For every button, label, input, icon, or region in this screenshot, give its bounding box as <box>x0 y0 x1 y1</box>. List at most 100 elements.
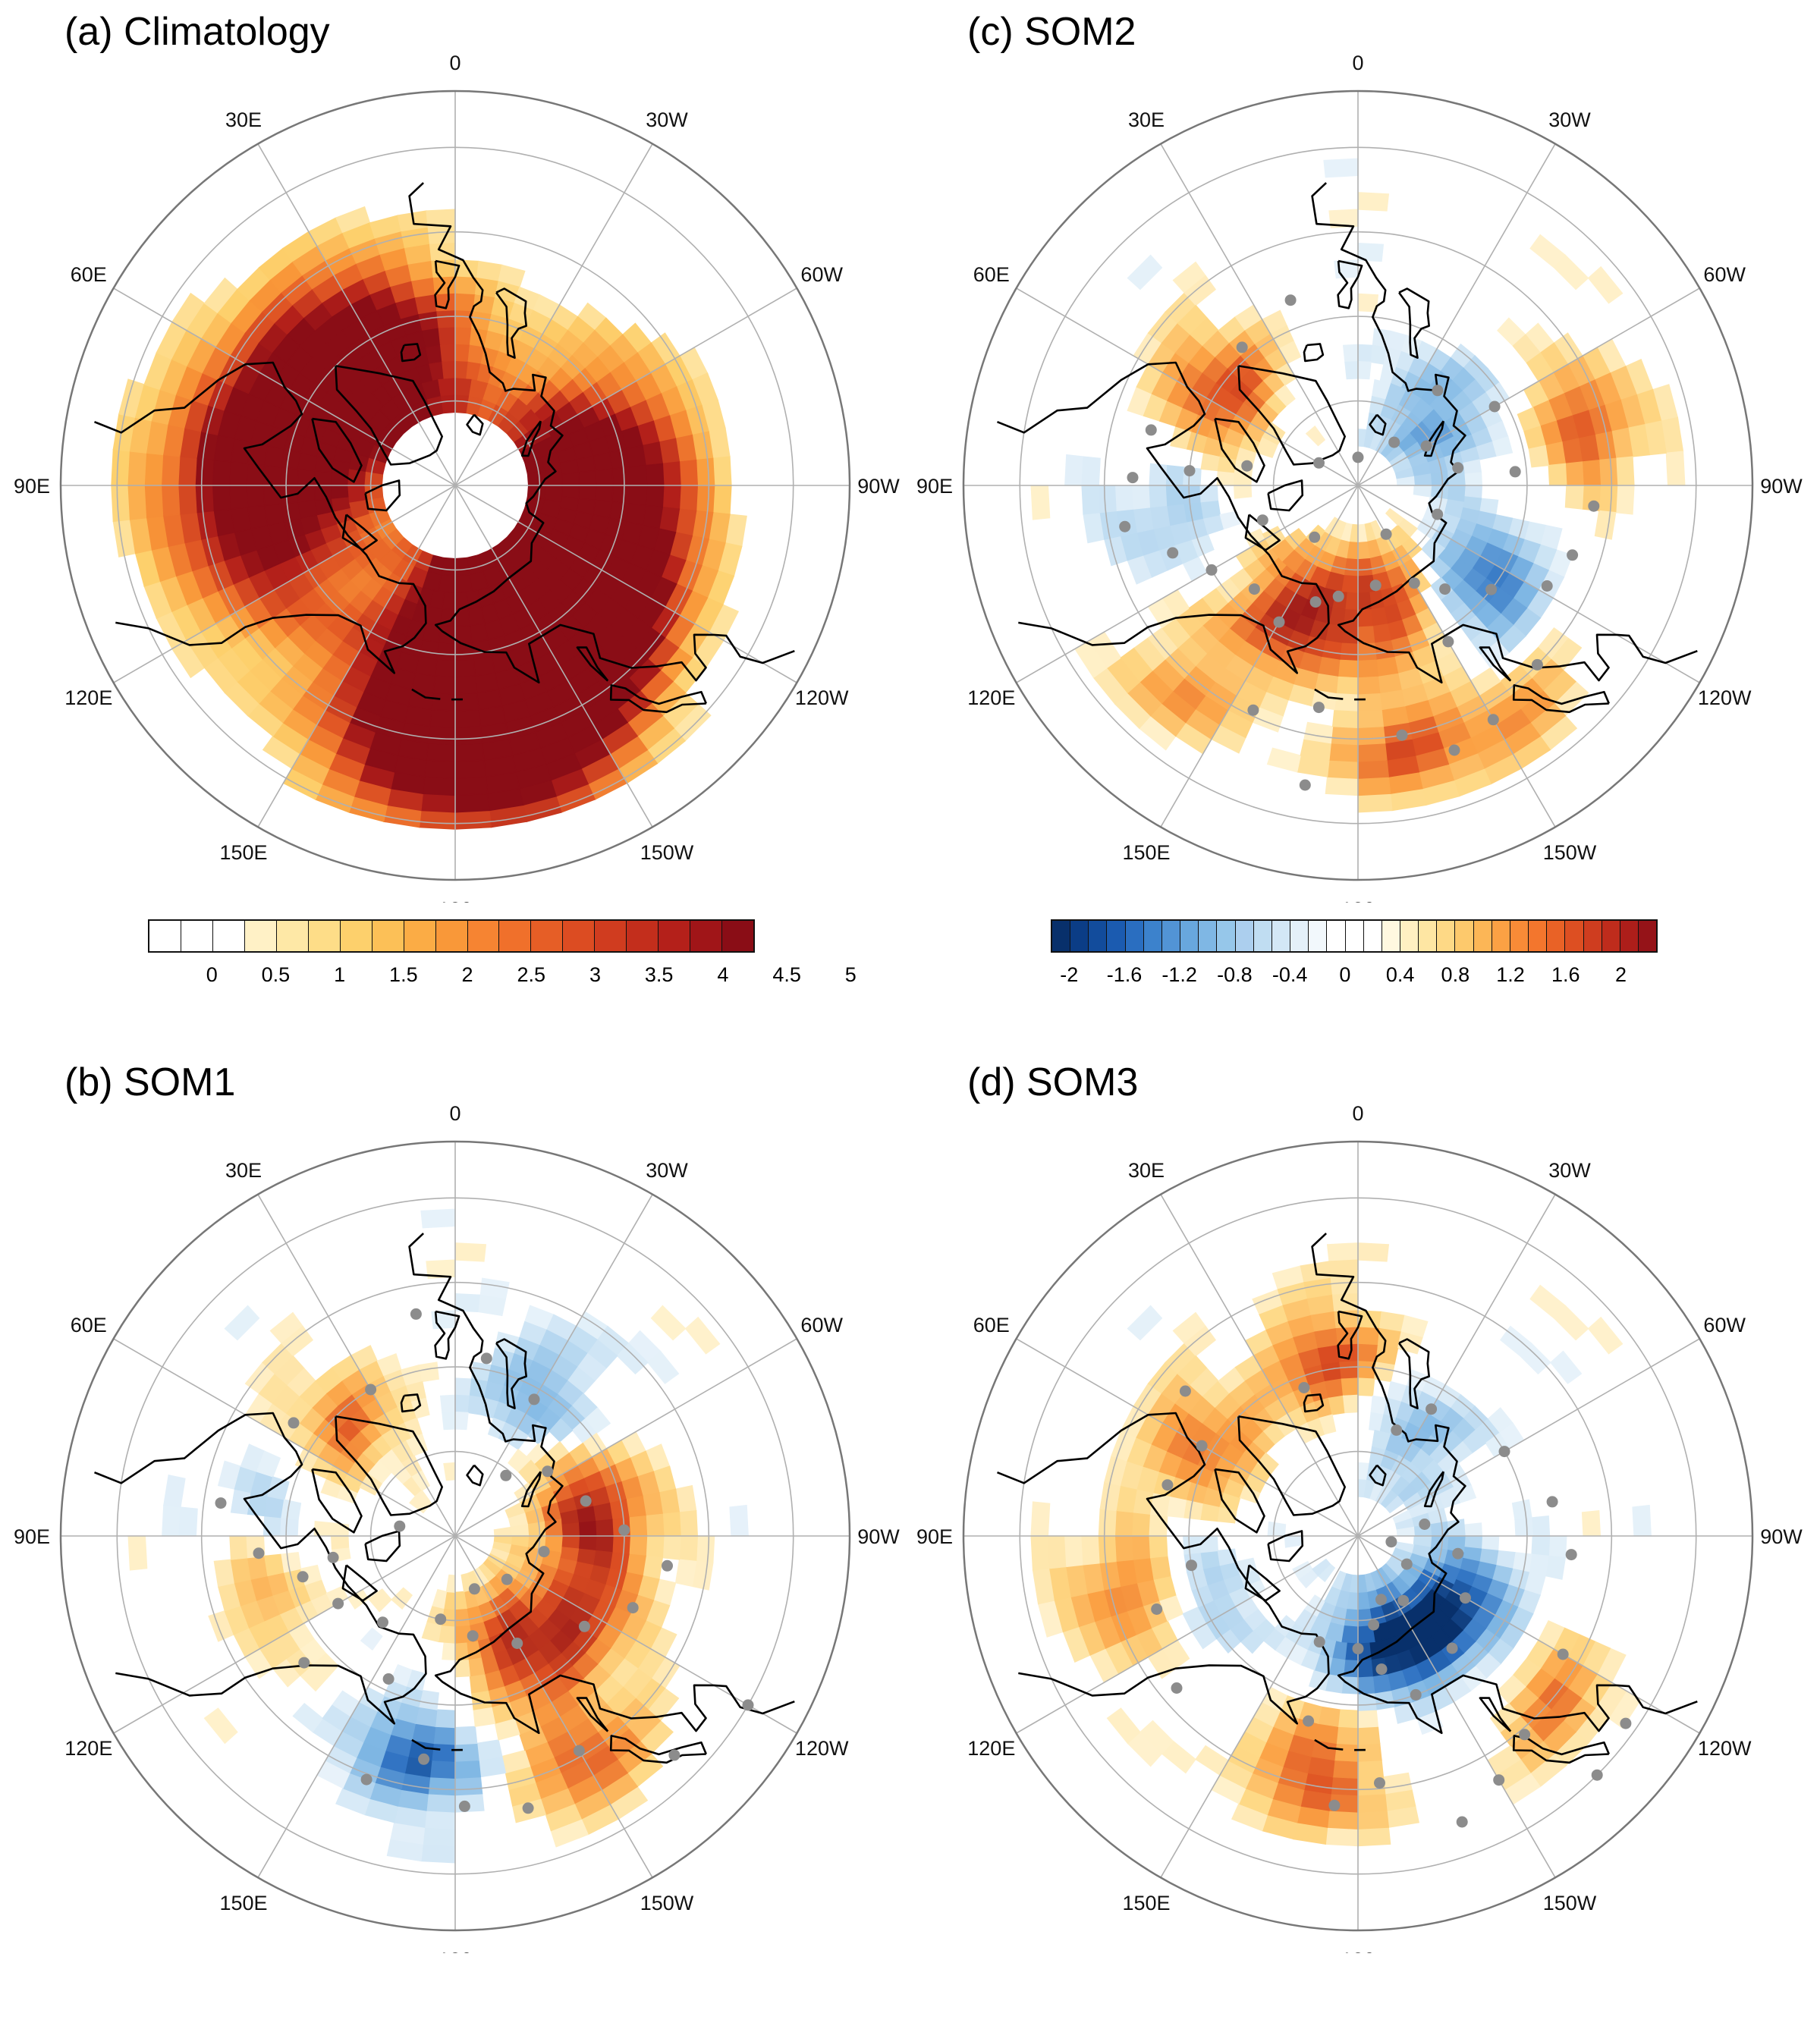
grid-cell <box>112 485 130 521</box>
grid-cell <box>1358 1794 1387 1812</box>
significance-dot <box>1391 1424 1402 1436</box>
grid-cell <box>1149 485 1168 507</box>
significance-dot <box>1314 1636 1325 1647</box>
grid-cell <box>680 460 698 485</box>
grid-cell <box>579 485 596 500</box>
grid-cell <box>361 1629 382 1651</box>
colorbar-swatch <box>404 921 436 951</box>
significance-dot <box>1171 1682 1183 1694</box>
significance-dot <box>1184 465 1196 476</box>
grid-cell <box>1336 676 1358 694</box>
longitude-label: 120E <box>64 1737 112 1760</box>
grid-cell <box>1333 710 1358 728</box>
longitude-label: 120W <box>1698 1737 1752 1760</box>
grid-cell <box>265 1554 284 1575</box>
colorbar-swatch <box>181 921 213 951</box>
significance-dot <box>1542 580 1553 592</box>
grid-cell <box>446 1575 455 1592</box>
colorbar-swatch <box>1529 921 1547 951</box>
grid-cell <box>430 710 455 728</box>
grid-cell <box>1358 362 1371 379</box>
grid-cell <box>1358 777 1391 795</box>
colorbar-swatch <box>531 921 563 951</box>
longitude-label: 60E <box>71 1314 107 1336</box>
significance-dot <box>1375 1594 1387 1605</box>
grid-cell <box>1201 1550 1220 1569</box>
grid-cell <box>468 1657 485 1676</box>
grid-cell <box>696 485 715 513</box>
grid-cell <box>433 676 455 694</box>
grid-cell <box>1344 1395 1358 1412</box>
grid-cell <box>1358 760 1388 778</box>
significance-dot <box>298 1657 310 1669</box>
longitude-label: 90E <box>916 1525 953 1548</box>
grid-cell <box>629 466 647 485</box>
significance-dot <box>1547 1496 1558 1507</box>
longitude-label: 60E <box>973 263 1010 286</box>
grid-cell <box>162 485 181 516</box>
colorbar-tick-label: 0.4 <box>1386 963 1415 987</box>
grid-cell <box>629 1536 647 1556</box>
significance-dot <box>1368 1619 1379 1631</box>
grid-cell <box>455 693 479 711</box>
longitude-label: 30E <box>1128 1159 1165 1182</box>
colorbar-swatch <box>372 921 404 951</box>
grid-cell <box>473 656 495 676</box>
grid-cell <box>1464 1523 1482 1536</box>
significance-dot <box>1566 1549 1577 1560</box>
field-layer <box>1031 1243 1651 1846</box>
grid-cell <box>1200 485 1218 502</box>
grid-cell <box>1375 1691 1394 1710</box>
grid-cell <box>1268 1522 1286 1536</box>
colorbar-swatch <box>1217 921 1235 951</box>
polar-map: 030W60W90W120W150W180150E120E90E60E30E <box>903 0 1813 903</box>
colorbar-tick-label: -2 <box>1060 963 1078 987</box>
longitude-label: 30W <box>646 1159 688 1182</box>
grid-cell <box>1284 1536 1302 1547</box>
colorbar-swatch <box>1437 921 1455 951</box>
significance-dot <box>539 1546 550 1557</box>
significance-dot <box>1457 1817 1468 1828</box>
colorbar-swatch <box>149 921 181 951</box>
significance-dot <box>215 1497 227 1509</box>
grid-cell <box>435 659 455 677</box>
significance-dot <box>579 1621 590 1632</box>
longitude-label: 0 <box>449 1102 461 1125</box>
grid-cell <box>1464 485 1482 498</box>
grid-cell <box>1333 1294 1358 1312</box>
grid-cell <box>1358 1710 1378 1728</box>
grid-cell <box>1082 1536 1100 1565</box>
colorbar-tick-label: 2 <box>462 963 473 987</box>
colorbar-swatch <box>341 921 372 951</box>
grid-cell <box>1031 1536 1050 1570</box>
grid-cell <box>1149 1514 1168 1536</box>
significance-dot <box>1303 1716 1314 1727</box>
grid-cell <box>281 502 301 522</box>
significance-dot <box>1353 1643 1364 1654</box>
grid-cell <box>1334 1743 1358 1761</box>
grid-cell <box>1336 1726 1358 1745</box>
longitude-label: 30E <box>225 108 262 131</box>
grid-cell <box>646 463 664 485</box>
significance-dot <box>1447 1643 1458 1654</box>
longitude-label: 0 <box>1352 1102 1363 1125</box>
grid-cell <box>455 777 488 795</box>
grid-cell <box>1345 362 1358 379</box>
grid-cell <box>680 1536 698 1561</box>
significance-dot <box>1298 1382 1309 1393</box>
significance-dot <box>1385 1536 1397 1547</box>
grid-cell <box>1099 485 1117 513</box>
significance-dot <box>529 1393 540 1405</box>
colorbar-swatch <box>1254 921 1272 951</box>
graticule <box>61 1142 850 1930</box>
longitude-label: 90W <box>857 475 900 498</box>
colorbar-swatch <box>563 921 595 951</box>
grid-cell <box>145 485 163 518</box>
grid-cell <box>470 623 488 642</box>
longitude-label: 120W <box>1698 686 1752 709</box>
grid-cell <box>1358 693 1382 711</box>
grid-cell <box>1551 1351 1582 1384</box>
longitude-label: 0 <box>449 52 461 74</box>
grid-cell <box>230 485 248 509</box>
longitude-label: 150W <box>640 841 694 864</box>
